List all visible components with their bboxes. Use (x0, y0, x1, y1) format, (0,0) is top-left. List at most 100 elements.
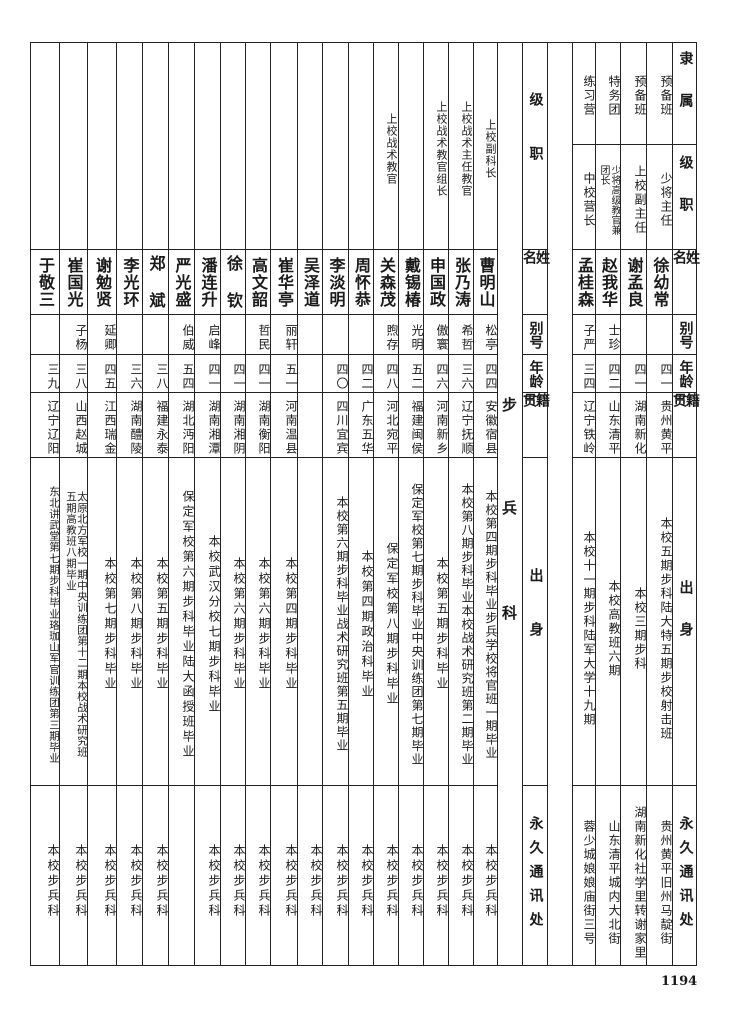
cell-age: 三八 (59, 355, 88, 393)
cell-name: 崔国光 (59, 250, 87, 315)
cell-age: 四六 (423, 355, 449, 393)
cell-origin: 江西瑞金 (87, 393, 117, 458)
cell-rank (168, 42, 194, 250)
cell-age: 四一 (220, 355, 246, 393)
cell-origin: 湖南新化 (620, 393, 647, 458)
cell-origin: 福建闽侯 (398, 393, 424, 458)
cell-name: 申国政 (423, 250, 448, 315)
cell-name: 张乃涛 (448, 250, 473, 315)
cell-age: 四一 (245, 355, 271, 393)
cell-rank: 上校战术主任教官 (448, 42, 473, 250)
cell-origin: 山东清平 (595, 393, 621, 458)
cell-education (297, 458, 322, 786)
header-rank: 级职 (672, 145, 697, 250)
cell-age: 三六 (448, 355, 474, 393)
cell-name: 李淡明 (322, 250, 348, 315)
cell-name: 孟桂森 (572, 250, 595, 315)
category-infantry: 步 兵 科 (497, 42, 522, 966)
category-char: 步 (502, 396, 518, 414)
cell-alias (220, 315, 245, 355)
cell-name: 周怀恭 (348, 250, 373, 315)
cell-age: 五一 (270, 355, 298, 393)
cell-origin: 辽宁抚顺 (448, 393, 474, 458)
header-age: 年龄 (522, 355, 547, 393)
cell-education: 本校第七期步科毕业 (87, 458, 117, 786)
header-origin: 籍贯 (521, 393, 550, 458)
cell-alias: 哲民 (245, 315, 271, 355)
cell-origin: 湖南湘阴 (220, 393, 246, 458)
header-name: 姓名 (671, 250, 700, 315)
cell-rank (398, 42, 423, 250)
cell-origin: 贵州黄平 (646, 393, 673, 458)
cell-education: 本校第五期步科毕业 (423, 458, 449, 786)
cell-education: 东北讲武堂第七期步科毕业珞珈山军官训练团第三期毕业 (30, 458, 60, 786)
header-alias: 别号 (522, 315, 547, 355)
cell-rank (142, 42, 168, 250)
cell-unit: 预备班 (620, 42, 647, 145)
cell-alias (297, 315, 322, 355)
cell-address: 本校步兵科 (473, 786, 498, 966)
cell-rank (245, 42, 270, 250)
category-char: 科 (502, 604, 518, 622)
cell-address: 本校步兵科 (270, 786, 298, 966)
cell-education: 本校高教班六期 (595, 458, 621, 786)
cell-age: 五二 (398, 355, 424, 393)
cell-address: 本校步兵科 (220, 786, 246, 966)
cell-address: 本校步兵科 (245, 786, 271, 966)
cell-address: 本校步兵科 (194, 786, 221, 966)
cell-age: 五四 (168, 355, 195, 393)
cell-name: 谢孟良 (620, 250, 646, 315)
header-address: 永久通讯处 (672, 786, 697, 966)
cell-unit: 特务团 (595, 42, 621, 145)
cell-age: 四四 (473, 355, 498, 393)
cell-education: 本校第四期步科毕业步兵学校将官班一期毕业 (473, 458, 498, 786)
header-education: 出身 (672, 458, 697, 786)
cell-alias: 子杨 (59, 315, 88, 355)
header-address: 永久通讯处 (522, 786, 547, 966)
cell-name: 徐 钦 (220, 250, 245, 315)
cell-education: 本校三期步科 (620, 458, 647, 786)
cell-rank (220, 42, 245, 250)
cell-name: 曹明山 (473, 250, 497, 315)
cell-education: 本校第六期步科毕业 (245, 458, 271, 786)
cell-origin: 山西赵城 (59, 393, 88, 458)
header-rank: 级职 (522, 42, 547, 250)
cell-address: 本校步兵科 (59, 786, 88, 966)
cell-rank (87, 42, 116, 250)
cell-rank: 上校副主任 (620, 145, 647, 250)
cell-address: 本校步兵科 (297, 786, 323, 966)
cell-age (297, 355, 322, 393)
cell-alias (116, 315, 142, 355)
cell-address: 本校步兵科 (398, 786, 424, 966)
cell-alias (322, 315, 348, 355)
cell-age: 三八 (142, 355, 169, 393)
cell-origin: 广东五华 (348, 393, 374, 458)
cell-origin: 安徽宿县 (473, 393, 498, 458)
cell-name: 徐幼常 (646, 250, 672, 315)
cell-rank (116, 42, 142, 250)
cell-rank: 上校副科长 (473, 42, 497, 250)
cell-address: 湖南新化社学里转谢家里 (620, 786, 647, 966)
cell-age: 三九 (30, 355, 60, 393)
cell-rank (297, 42, 322, 250)
cell-age: 四〇 (322, 355, 349, 393)
cell-alias: 延卿 (87, 315, 117, 355)
cell-origin: 辽宁铁岭 (572, 393, 596, 458)
cell-name: 赵我华 (595, 250, 620, 315)
cell-education: 本校第六期步科毕业战术研究班第五期毕业 (322, 458, 349, 786)
cell-alias: 光明 (398, 315, 424, 355)
cell-origin: 湖南醴陵 (116, 393, 143, 458)
cell-education: 本校第五期步科毕业 (142, 458, 169, 786)
cell-education: 本校第八期步科毕业本校战术研究班第二期毕业 (448, 458, 474, 786)
cell-origin: 湖北沔阳 (168, 393, 195, 458)
cell-education: 本校第四期政治科毕业 (348, 458, 374, 786)
cell-address: 本校步兵科 (448, 786, 474, 966)
cell-education: 保定军校第六期步科毕业陆大函授班毕业 (168, 458, 195, 786)
cell-name: 郑 斌 (142, 250, 168, 315)
cell-age: 四一 (646, 355, 673, 393)
header-unit: 隶属 (672, 42, 697, 145)
cell-education: 保定军校第八期步科毕业 (373, 458, 399, 786)
cell-alias (30, 315, 59, 355)
cell-origin: 河北宛平 (373, 393, 399, 458)
cell-address: 本校步兵科 (142, 786, 169, 966)
